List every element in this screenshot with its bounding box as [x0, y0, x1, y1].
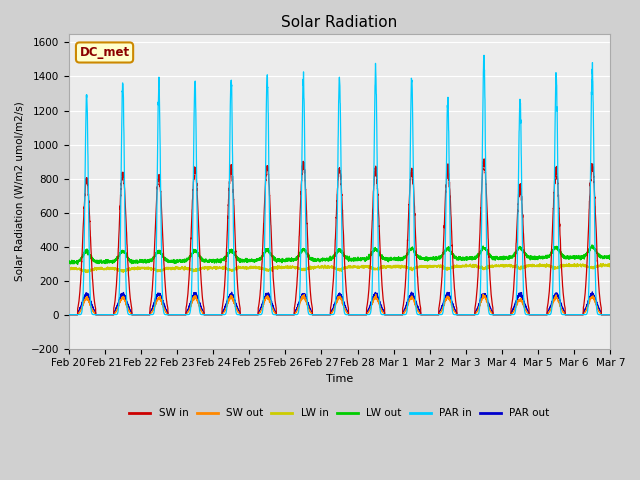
Legend: SW in, SW out, LW in, LW out, PAR in, PAR out: SW in, SW out, LW in, LW out, PAR in, PA…: [125, 404, 554, 422]
Title: Solar Radiation: Solar Radiation: [282, 15, 397, 30]
Y-axis label: Solar Radiation (W/m2 umol/m2/s): Solar Radiation (W/m2 umol/m2/s): [15, 101, 25, 281]
Text: DC_met: DC_met: [79, 46, 130, 59]
X-axis label: Time: Time: [326, 374, 353, 384]
